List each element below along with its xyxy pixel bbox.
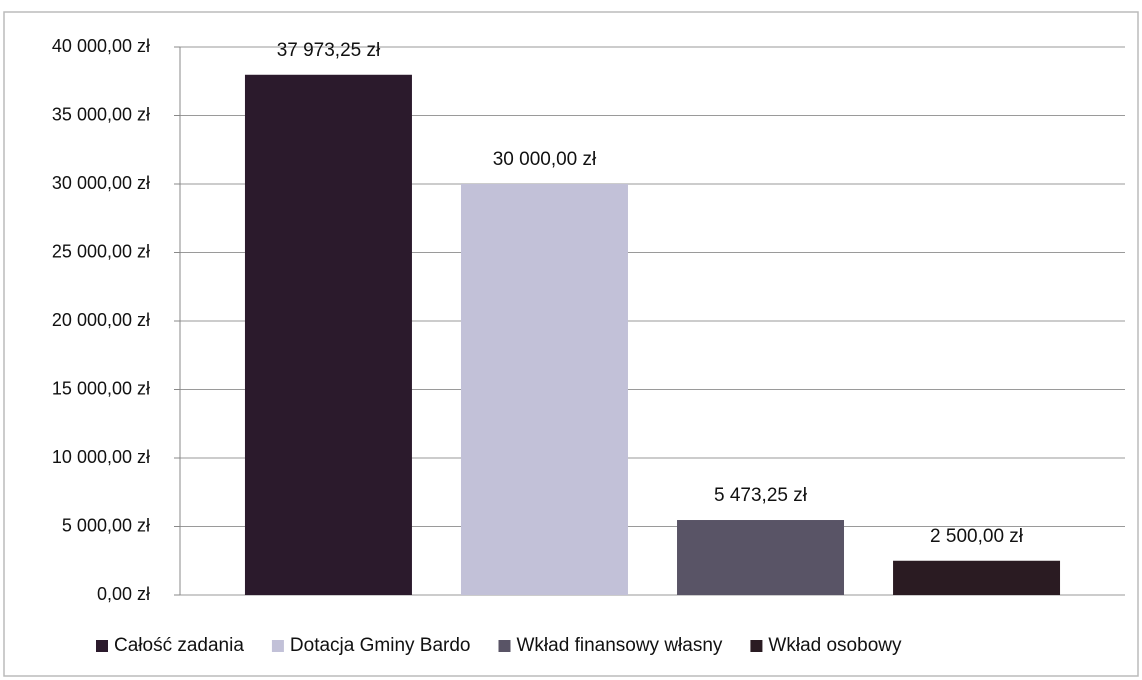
data-label: 5 473,25 zł <box>714 485 808 506</box>
data-label: 2 500,00 zł <box>930 526 1024 547</box>
bar <box>244 74 412 595</box>
legend-swatch <box>750 640 763 652</box>
legend-swatch <box>96 640 108 652</box>
legend-label: Całość zadania <box>114 635 244 656</box>
y-tick-label: 35 000,00 zł <box>52 104 150 124</box>
y-tick-label: 10 000,00 zł <box>52 447 150 467</box>
bar <box>893 560 1061 595</box>
legend-swatch <box>498 640 511 652</box>
y-tick-label: 15 000,00 zł <box>52 378 150 398</box>
y-tick-label: 20 000,00 zł <box>52 310 150 330</box>
y-tick-label: 30 000,00 zł <box>52 173 150 193</box>
y-tick-label: 0,00 zł <box>97 584 150 604</box>
data-label: 37 973,25 zł <box>277 40 381 61</box>
legend-label: Dotacja Gminy Bardo <box>290 635 471 656</box>
legend-label: Wkład finansowy własny <box>517 635 723 656</box>
legend-label: Wkład osobowy <box>768 635 902 656</box>
bar <box>677 520 845 595</box>
y-tick-label: 40 000,00 zł <box>52 36 150 56</box>
bar <box>460 184 628 595</box>
legend-swatch <box>271 640 284 652</box>
y-tick-label: 25 000,00 zł <box>52 241 150 261</box>
data-label: 30 000,00 zł <box>493 149 597 170</box>
y-tick-label: 5 000,00 zł <box>62 515 150 535</box>
